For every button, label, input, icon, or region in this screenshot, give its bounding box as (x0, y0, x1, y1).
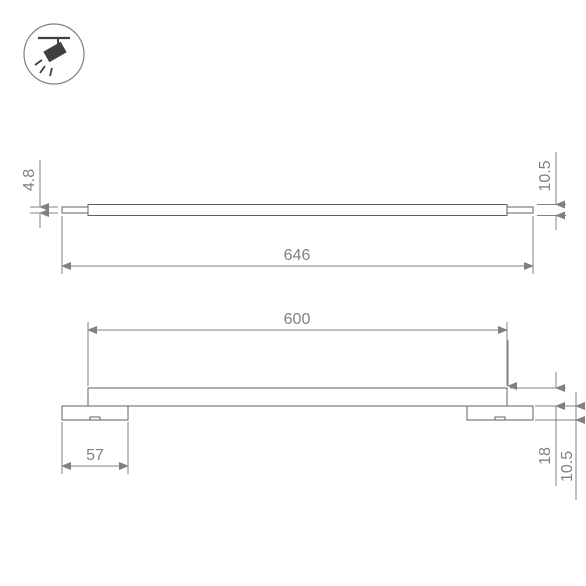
dim-foot-width: 57 (86, 447, 104, 464)
dim-overall-length: 646 (284, 247, 311, 264)
dim-right-thickness: 10.5 (537, 160, 554, 191)
track-spotlight-icon (24, 24, 84, 84)
dim-left-thickness: 4.8 (21, 169, 38, 191)
technical-drawing: 646 4.8 10.5 600 57 (0, 0, 586, 586)
dim-inner-length: 600 (284, 311, 311, 328)
dim-height-main: 18 (537, 447, 554, 465)
side-view: 600 57 18 10.5 (62, 311, 582, 500)
top-view: 646 4.8 10.5 (21, 152, 566, 274)
dim-foot-height: 10.5 (559, 451, 576, 482)
